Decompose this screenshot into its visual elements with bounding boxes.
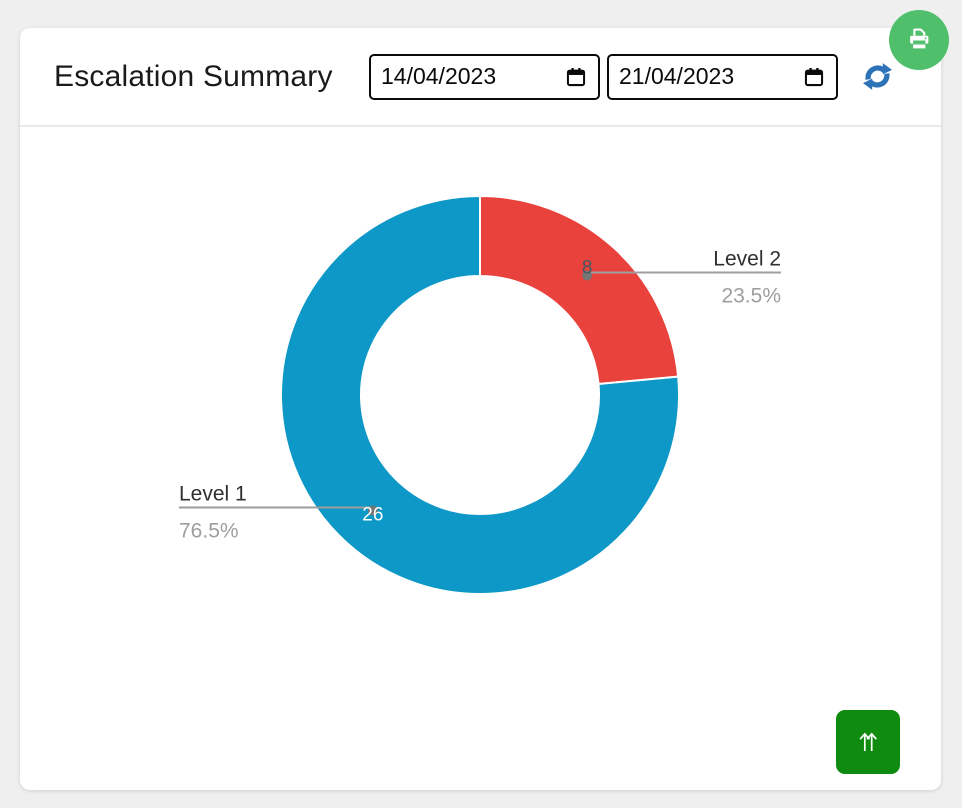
refresh-button[interactable] bbox=[861, 61, 893, 93]
start-date-value: 14/04/2023 bbox=[381, 63, 497, 89]
slice-label: Level 2 bbox=[713, 247, 781, 270]
leader-dot bbox=[367, 505, 378, 516]
slice-value: 26 bbox=[362, 505, 383, 526]
refresh-icon bbox=[862, 61, 893, 92]
page-title: Escalation Summary bbox=[54, 59, 333, 93]
end-date-input[interactable]: 21/04/2023 bbox=[607, 53, 838, 100]
donut-slice-level-1[interactable] bbox=[280, 194, 680, 595]
donut-chart[interactable]: Level 2 23.5% 8 Level 1 76.5% 26 bbox=[20, 127, 941, 788]
slice-percent: 76.5% bbox=[179, 520, 239, 543]
calendar-icon[interactable] bbox=[565, 66, 587, 88]
print-button[interactable] bbox=[889, 10, 949, 70]
end-date-value: 21/04/2023 bbox=[619, 63, 735, 89]
slice-value: 8 bbox=[582, 257, 593, 278]
card-header: Escalation Summary 14/04/2023 21/04 bbox=[20, 28, 941, 127]
header-controls: 14/04/2023 21/04/2023 bbox=[369, 53, 893, 100]
chart-area: Level 2 23.5% 8 Level 1 76.5% 26 bbox=[20, 127, 941, 788]
escalation-summary-card: Escalation Summary 14/04/2023 21/04 bbox=[20, 28, 941, 790]
donut-slice-level-2[interactable] bbox=[479, 194, 680, 386]
slice-label: Level 1 bbox=[179, 483, 247, 506]
start-date-input[interactable]: 14/04/2023 bbox=[369, 53, 600, 100]
calendar-icon[interactable] bbox=[803, 66, 825, 88]
slice-percent: 23.5% bbox=[721, 284, 781, 307]
double-up-arrow-icon bbox=[851, 725, 885, 759]
scroll-top-button[interactable] bbox=[836, 710, 900, 774]
printer-icon bbox=[904, 25, 934, 55]
leader-dot bbox=[582, 270, 593, 281]
